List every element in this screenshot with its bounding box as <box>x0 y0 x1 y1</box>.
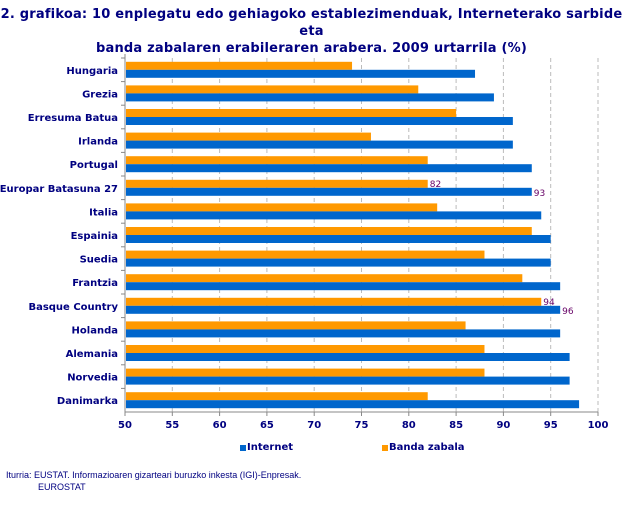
category-label: Espainia <box>71 231 118 242</box>
bar-banda-zabala <box>126 321 466 330</box>
chart-title: 2. grafikoa: 10 enplegatu edo gehiagoko … <box>0 6 623 57</box>
category-label: Frantzia <box>72 278 118 289</box>
bar-internet <box>126 400 580 409</box>
bar-internet <box>126 258 551 267</box>
category-label: Erresuma Batua <box>28 113 118 124</box>
x-tick-label: 65 <box>260 420 274 431</box>
data-label: 93 <box>534 189 545 199</box>
bar-banda-zabala <box>126 132 371 141</box>
bar-banda-zabala <box>126 156 428 165</box>
category-label: Europar Batasuna 27 <box>0 184 118 195</box>
x-tick-label: 85 <box>449 420 463 431</box>
bar-chart: 50 55 60 65 70 75 80 85 90 95 100 Hungaria Grezia Err… <box>0 54 609 431</box>
source-line-1: Iturria: EUSTAT. Informazioaren gizartea… <box>6 470 302 480</box>
title-line-1: 2. grafikoa: 10 enplegatu edo gehiagoko … <box>0 7 623 39</box>
legend-swatch-internet <box>240 444 246 451</box>
category-label: Grezia <box>82 89 118 100</box>
category-label: Danimarka <box>57 396 118 407</box>
bar-banda-zabala <box>126 227 532 235</box>
bar-banda-zabala <box>126 345 485 353</box>
bar-internet <box>126 164 532 173</box>
bar-internet <box>126 235 551 243</box>
bar-banda-zabala <box>126 203 438 212</box>
bar-banda-zabala <box>126 368 485 377</box>
category-label: Basque Country <box>28 302 118 313</box>
bar-internet <box>126 282 561 291</box>
x-tick-label: 90 <box>496 420 510 431</box>
category-label: Suedia <box>80 255 118 266</box>
x-tick-label: 80 <box>402 420 416 431</box>
bar-banda-zabala <box>126 179 428 188</box>
category-label: Italia <box>89 207 118 218</box>
legend-item-internet: Internet <box>240 442 293 453</box>
category-label: Alemania <box>66 349 118 360</box>
source-note: Iturria: EUSTAT. Informazioaren gizartea… <box>6 469 301 493</box>
legend-label-banda-zabala: Banda zabala <box>389 442 465 453</box>
category-label: Portugal <box>70 160 118 171</box>
bar-internet <box>126 93 494 102</box>
x-tick-label: 70 <box>307 420 321 431</box>
bar-banda-zabala <box>126 297 542 306</box>
bar-internet <box>126 140 513 149</box>
bar-internet <box>126 376 570 385</box>
bar-internet <box>126 117 513 125</box>
x-tick-label: 95 <box>544 420 558 431</box>
bar-internet <box>126 305 561 314</box>
x-tick-label: 75 <box>355 420 369 431</box>
bar-banda-zabala <box>126 85 419 94</box>
source-line-2: EUROSTAT <box>38 482 86 492</box>
data-label: 94 <box>543 298 555 308</box>
x-tick-label: 50 <box>118 420 132 431</box>
data-label: 96 <box>562 307 574 317</box>
legend-item-banda-zabala: Banda zabala <box>382 442 465 453</box>
x-tick-label: 100 <box>588 420 609 431</box>
category-label: Norvedia <box>67 373 118 384</box>
bar-internet <box>126 211 542 220</box>
category-label: Irlanda <box>78 137 118 148</box>
bar-banda-zabala <box>126 392 428 401</box>
category-label: Holanda <box>72 325 118 336</box>
bar-internet <box>126 69 476 78</box>
legend-label-internet: Internet <box>247 442 294 453</box>
bar-banda-zabala <box>126 250 485 259</box>
x-tick-label: 60 <box>213 420 227 431</box>
category-label: Hungaria <box>66 66 118 77</box>
data-label: 82 <box>430 180 441 190</box>
bar-internet <box>126 353 570 361</box>
x-tick-label: 55 <box>165 420 179 431</box>
title-line-2: banda zabalaren erabileraren arabera. 20… <box>95 41 528 56</box>
bar-internet <box>126 329 561 338</box>
bar-internet <box>126 187 532 196</box>
legend-swatch-banda-zabala <box>382 444 388 451</box>
bar-banda-zabala <box>126 61 353 70</box>
bar-banda-zabala <box>126 109 457 117</box>
bar-banda-zabala <box>126 274 523 283</box>
